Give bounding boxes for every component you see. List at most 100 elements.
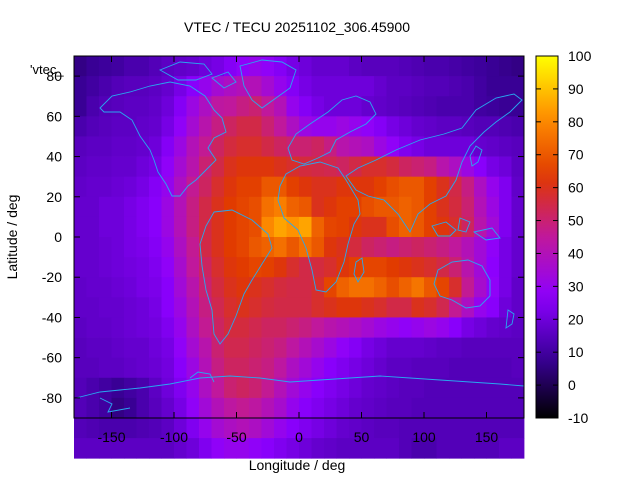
x-tick-label: 150 — [475, 429, 499, 445]
heatmap-cell — [474, 397, 487, 419]
heatmap-cell — [336, 297, 350, 318]
heatmap-cell — [461, 257, 475, 278]
heatmap-cell — [424, 418, 437, 439]
heatmap-cell — [299, 176, 312, 198]
heatmap-cell — [411, 156, 425, 178]
heatmap-cell — [199, 176, 212, 198]
heatmap-cell — [111, 237, 125, 258]
heatmap-cell — [336, 136, 350, 157]
heatmap-cell — [311, 216, 325, 238]
heatmap-cell — [411, 337, 425, 359]
heatmap-cell — [199, 397, 212, 419]
heatmap-cell — [336, 76, 350, 97]
heatmap-cell — [286, 418, 300, 439]
colorbar-tick-label: 30 — [568, 278, 584, 294]
heatmap-cell — [361, 216, 375, 238]
heatmap-cell — [124, 337, 137, 359]
heatmap-cell — [324, 297, 337, 318]
heatmap-cell — [224, 76, 237, 97]
heatmap-cell — [99, 357, 112, 379]
heatmap-cell — [86, 156, 100, 178]
heatmap-cell — [511, 397, 525, 419]
heatmap-cell — [449, 357, 462, 379]
heatmap-cell — [449, 96, 462, 117]
heatmap-cell — [274, 397, 287, 419]
heatmap-cell — [411, 377, 425, 399]
heatmap-cell — [461, 397, 475, 419]
heatmap-cell — [449, 337, 462, 359]
heatmap-cell — [486, 377, 500, 399]
heatmap-cell — [374, 56, 387, 77]
heatmap-cell — [286, 277, 300, 298]
heatmap-cell — [111, 277, 125, 298]
heatmap-cell — [499, 237, 512, 258]
heatmap-cell — [286, 156, 300, 178]
heatmap-cell — [174, 237, 187, 258]
heatmap-cell — [299, 116, 312, 137]
colorbar-tick-label: 10 — [568, 344, 584, 360]
heatmap-cell — [174, 438, 187, 459]
heatmap-cell — [436, 377, 450, 399]
heatmap-cell — [449, 56, 462, 77]
heatmap-cell — [74, 196, 87, 218]
heatmap-cell — [224, 397, 237, 419]
heatmap-cell — [86, 116, 100, 137]
heatmap-cell — [161, 76, 175, 97]
heatmap-cell — [224, 257, 237, 278]
heatmap-cell — [174, 277, 187, 298]
heatmap-cell — [286, 337, 300, 359]
heatmap-cell — [486, 156, 500, 178]
heatmap-cell — [424, 237, 437, 258]
heatmap-cell — [199, 237, 212, 258]
heatmap-cell — [499, 116, 512, 137]
heatmap-cell — [361, 418, 375, 439]
heatmap-cell — [249, 237, 262, 258]
heatmap-cell — [86, 438, 100, 459]
heatmap-cell — [411, 357, 425, 379]
heatmap-cell — [386, 116, 400, 137]
heatmap-cell — [474, 377, 487, 399]
heatmap-cell — [74, 96, 87, 117]
heatmap-cell — [224, 297, 237, 318]
x-axis-label: Longitude / deg — [249, 457, 346, 473]
heatmap-cell — [111, 176, 125, 198]
heatmap-cell — [349, 176, 362, 198]
heatmap-cell — [261, 277, 275, 298]
heatmap-cell — [261, 438, 275, 459]
heatmap-cell — [299, 337, 312, 359]
heatmap-cell — [324, 438, 337, 459]
heatmap-cell — [161, 96, 175, 117]
heatmap-cell — [249, 196, 262, 218]
heatmap-cell — [324, 196, 337, 218]
heatmap-cell — [299, 216, 312, 238]
heatmap-cell — [399, 337, 412, 359]
heatmap-cell — [399, 257, 412, 278]
heatmap-cell — [249, 297, 262, 318]
heatmap-cell — [386, 216, 400, 238]
heatmap-cell — [74, 216, 87, 238]
heatmap-cell — [111, 156, 125, 178]
heatmap-cell — [299, 257, 312, 278]
heatmap-cells — [74, 56, 525, 459]
heatmap-cell — [399, 277, 412, 298]
heatmap-cell — [499, 76, 512, 97]
heatmap-cell — [86, 397, 100, 419]
heatmap-cell — [299, 136, 312, 157]
heatmap-cell — [474, 56, 487, 77]
heatmap-cell — [211, 277, 225, 298]
heatmap-cell — [199, 438, 212, 459]
heatmap-cell — [249, 116, 262, 137]
heatmap-cell — [124, 357, 137, 379]
heatmap-cell — [474, 438, 487, 459]
heatmap-cell — [136, 438, 150, 459]
heatmap-cell — [161, 337, 175, 359]
heatmap-cell — [361, 237, 375, 258]
heatmap-cell — [324, 216, 337, 238]
heatmap-cell — [299, 96, 312, 117]
heatmap-cell — [74, 397, 87, 419]
heatmap-cell — [511, 257, 525, 278]
heatmap-cell — [236, 56, 250, 77]
heatmap-cell — [136, 76, 150, 97]
heatmap-cell — [361, 96, 375, 117]
